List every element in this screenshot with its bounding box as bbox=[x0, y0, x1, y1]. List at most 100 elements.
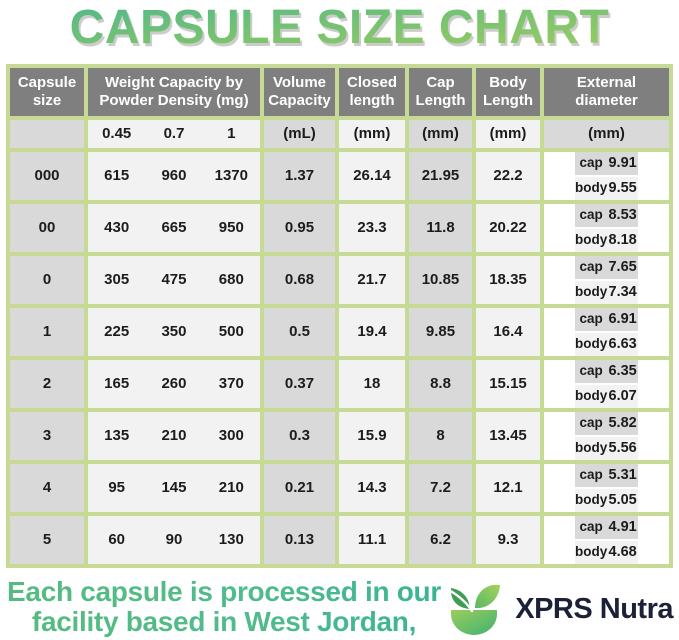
external-cap-subrow: cap 6.91 bbox=[575, 308, 638, 331]
table-row: 0 305 475 680 0.68 21.7 10.85 18.35 cap … bbox=[10, 256, 669, 304]
units-volume: (mL) bbox=[264, 120, 335, 148]
table-row: 2 165 260 370 0.37 18 8.8 15.15 cap 6.35… bbox=[10, 360, 669, 408]
cap-length-cell: 7.2 bbox=[409, 464, 472, 512]
closed-length-cell: 15.9 bbox=[339, 412, 405, 460]
table-row: 00 430 665 950 0.95 23.3 11.8 20.22 cap … bbox=[10, 204, 669, 252]
volume-capacity-cell: 1.37 bbox=[264, 152, 335, 200]
weight-capacity-cell: 305 475 680 bbox=[88, 256, 260, 304]
external-diameter-cell: cap 6.91 body 6.63 bbox=[544, 308, 669, 356]
header-cap-length: Cap Length bbox=[409, 68, 472, 116]
units-closed-length: (mm) bbox=[339, 120, 405, 148]
capsule-size-cell: 00 bbox=[10, 204, 84, 252]
leaf-bowl-icon bbox=[448, 584, 501, 635]
units-powder-density: 0.45 0.7 1 bbox=[88, 120, 260, 148]
external-cap-subrow: cap 7.65 bbox=[575, 256, 638, 279]
external-cap-subrow: cap 6.35 bbox=[575, 360, 638, 383]
volume-capacity-cell: 0.37 bbox=[264, 360, 335, 408]
body-length-cell: 15.15 bbox=[476, 360, 540, 408]
external-cap-subrow: cap 8.53 bbox=[575, 204, 638, 227]
external-body-subrow: body 8.18 bbox=[575, 229, 638, 252]
capsule-size-cell: 4 bbox=[10, 464, 84, 512]
closed-length-cell: 18 bbox=[339, 360, 405, 408]
external-body-subrow: body 5.05 bbox=[575, 489, 638, 512]
volume-capacity-cell: 0.5 bbox=[264, 308, 335, 356]
table-row: 1 225 350 500 0.5 19.4 9.85 16.4 cap 6.9… bbox=[10, 308, 669, 356]
capsule-size-cell: 5 bbox=[10, 516, 84, 564]
closed-length-cell: 19.4 bbox=[339, 308, 405, 356]
external-diameter-cell: cap 6.35 body 6.07 bbox=[544, 360, 669, 408]
facility-note: Each capsule is processed in our facilit… bbox=[0, 577, 448, 640]
external-diameter-cell: cap 5.82 body 5.56 bbox=[544, 412, 669, 460]
body-length-cell: 22.2 bbox=[476, 152, 540, 200]
external-body-subrow: body 6.63 bbox=[575, 333, 638, 356]
weight-capacity-cell: 135 210 300 bbox=[88, 412, 260, 460]
table-row: 4 95 145 210 0.21 14.3 7.2 12.1 cap 5.31… bbox=[10, 464, 669, 512]
weight-capacity-cell: 430 665 950 bbox=[88, 204, 260, 252]
table-row: 000 615 960 1370 1.37 26.14 21.95 22.2 c… bbox=[10, 152, 669, 200]
closed-length-cell: 26.14 bbox=[339, 152, 405, 200]
table-header-row: Capsule size Weight Capacity by Powder D… bbox=[10, 68, 669, 116]
body-length-cell: 20.22 bbox=[476, 204, 540, 252]
header-volume-capacity: Volume Capacity bbox=[264, 68, 335, 116]
external-diameter-cell: cap 9.91 body 9.55 bbox=[544, 152, 669, 200]
volume-capacity-cell: 0.21 bbox=[264, 464, 335, 512]
volume-capacity-cell: 0.13 bbox=[264, 516, 335, 564]
weight-capacity-cell: 225 350 500 bbox=[88, 308, 260, 356]
body-length-cell: 18.35 bbox=[476, 256, 540, 304]
cap-length-cell: 6.2 bbox=[409, 516, 472, 564]
capsule-size-table: Capsule size Weight Capacity by Powder D… bbox=[6, 64, 673, 568]
external-cap-subrow: cap 5.82 bbox=[575, 412, 638, 435]
closed-length-cell: 14.3 bbox=[339, 464, 405, 512]
external-body-subrow: body 5.56 bbox=[575, 437, 638, 460]
closed-length-cell: 11.1 bbox=[339, 516, 405, 564]
units-cap-length: (mm) bbox=[409, 120, 472, 148]
units-external-diameter: (mm) bbox=[544, 120, 669, 148]
header-external-diameter: External diameter bbox=[544, 68, 669, 116]
table-row: 5 60 90 130 0.13 11.1 6.2 9.3 cap 4.91 b… bbox=[10, 516, 669, 564]
capsule-size-cell: 000 bbox=[10, 152, 84, 200]
cap-length-cell: 21.95 bbox=[409, 152, 472, 200]
brand-lockup: XPRS Nutra bbox=[437, 580, 673, 638]
header-capsule-size: Capsule size bbox=[10, 68, 84, 116]
body-length-cell: 9.3 bbox=[476, 516, 540, 564]
header-body-length: Body Length bbox=[476, 68, 540, 116]
weight-capacity-cell: 165 260 370 bbox=[88, 360, 260, 408]
external-diameter-cell: cap 4.91 body 4.68 bbox=[544, 516, 669, 564]
header-closed-length: Closed length bbox=[339, 68, 405, 116]
volume-capacity-cell: 0.3 bbox=[264, 412, 335, 460]
closed-length-cell: 23.3 bbox=[339, 204, 405, 252]
cap-length-cell: 8.8 bbox=[409, 360, 472, 408]
external-cap-subrow: cap 9.91 bbox=[575, 152, 638, 175]
external-body-subrow: body 4.68 bbox=[575, 541, 638, 564]
capsule-size-cell: 2 bbox=[10, 360, 84, 408]
external-body-subrow: body 9.55 bbox=[575, 177, 638, 200]
external-diameter-cell: cap 8.53 body 8.18 bbox=[544, 204, 669, 252]
page-title: CAPSULE SIZE CHART bbox=[0, 0, 679, 55]
header-weight-capacity: Weight Capacity by Powder Density (mg) bbox=[88, 68, 260, 116]
cap-length-cell: 10.85 bbox=[409, 256, 472, 304]
volume-capacity-cell: 0.68 bbox=[264, 256, 335, 304]
body-length-cell: 12.1 bbox=[476, 464, 540, 512]
units-capsule-size-empty bbox=[10, 120, 84, 148]
external-diameter-cell: cap 5.31 body 5.05 bbox=[544, 464, 669, 512]
cap-length-cell: 9.85 bbox=[409, 308, 472, 356]
capsule-size-cell: 1 bbox=[10, 308, 84, 356]
cap-length-cell: 11.8 bbox=[409, 204, 472, 252]
body-length-cell: 16.4 bbox=[476, 308, 540, 356]
external-body-subrow: body 6.07 bbox=[575, 385, 638, 408]
external-cap-subrow: cap 4.91 bbox=[575, 516, 638, 539]
weight-capacity-cell: 615 960 1370 bbox=[88, 152, 260, 200]
weight-capacity-cell: 95 145 210 bbox=[88, 464, 260, 512]
units-body-length: (mm) bbox=[476, 120, 540, 148]
external-cap-subrow: cap 5.31 bbox=[575, 464, 638, 487]
external-diameter-cell: cap 7.65 body 7.34 bbox=[544, 256, 669, 304]
weight-capacity-cell: 60 90 130 bbox=[88, 516, 260, 564]
table-row: 3 135 210 300 0.3 15.9 8 13.45 cap 5.82 … bbox=[10, 412, 669, 460]
table-units-row: 0.45 0.7 1 (mL) (mm) (mm) (mm) (mm) bbox=[10, 120, 669, 148]
closed-length-cell: 21.7 bbox=[339, 256, 405, 304]
body-length-cell: 13.45 bbox=[476, 412, 540, 460]
capsule-size-cell: 0 bbox=[10, 256, 84, 304]
volume-capacity-cell: 0.95 bbox=[264, 204, 335, 252]
external-body-subrow: body 7.34 bbox=[575, 281, 638, 304]
